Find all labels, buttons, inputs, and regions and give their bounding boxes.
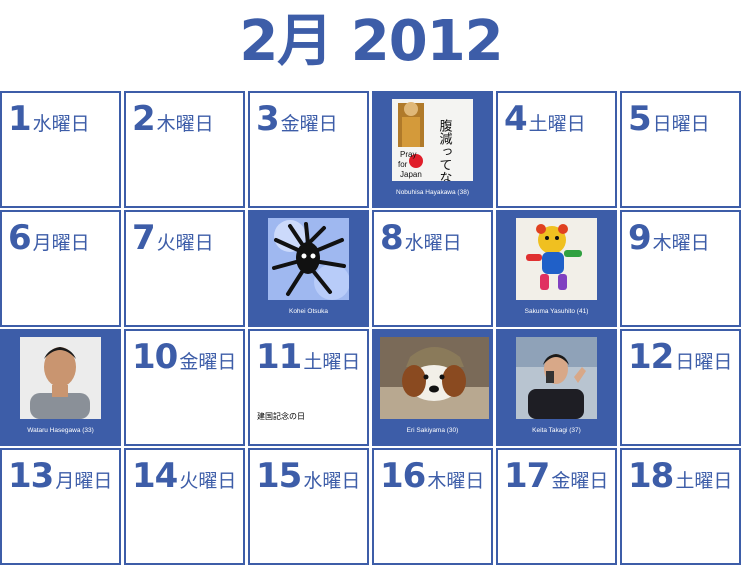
- weekday: 日曜日: [652, 113, 710, 135]
- photo-caption: Sakuma Yasuhito (41): [524, 308, 589, 315]
- day-number: 12: [628, 337, 674, 377]
- weekday: 木曜日: [156, 113, 214, 135]
- weekday: 土曜日: [675, 470, 733, 492]
- day-label: 3 金曜日: [256, 99, 338, 139]
- day-label: 10 金曜日: [132, 337, 236, 377]
- sign-text: 腹減ってないの: [437, 118, 453, 181]
- birthday-photo-cell[interactable]: Keita Takagi (37): [496, 329, 617, 446]
- day-number: 14: [132, 456, 178, 496]
- weekday: 土曜日: [303, 351, 361, 373]
- day-cell-5[interactable]: 5 日曜日: [620, 91, 741, 208]
- weekday: 水曜日: [404, 232, 462, 254]
- birthday-photo-cell[interactable]: Wataru Hasegawa (33): [0, 329, 121, 446]
- day-label: 8 水曜日: [380, 218, 462, 258]
- photo-caption: Eri Sakiyama (30): [406, 427, 459, 434]
- day-cell-12[interactable]: 12 日曜日: [620, 329, 741, 446]
- day-label: 1 水曜日: [8, 99, 90, 139]
- day-number: 16: [380, 456, 426, 496]
- day-label: 2 木曜日: [132, 99, 214, 139]
- day-cell-14[interactable]: 14 火曜日: [124, 448, 245, 565]
- bear-sticker-photo: [516, 218, 597, 300]
- day-label: 9 木曜日: [628, 218, 710, 258]
- day-number: 13: [8, 456, 54, 496]
- day-cell-17[interactable]: 17 金曜日: [496, 448, 617, 565]
- day-number: 17: [504, 456, 550, 496]
- day-label: 12 日曜日: [628, 337, 732, 377]
- day-cell-8[interactable]: 8 水曜日: [372, 210, 493, 327]
- weekday: 金曜日: [551, 470, 609, 492]
- weekday: 木曜日: [652, 232, 710, 254]
- birthday-photo-cell[interactable]: Eri Sakiyama (30): [372, 329, 493, 446]
- day-number: 9: [628, 218, 652, 258]
- day-number: 1: [8, 99, 32, 139]
- day-cell-13[interactable]: 13 月曜日: [0, 448, 121, 565]
- day-label: 5 日曜日: [628, 99, 710, 139]
- day-cell-2[interactable]: 2 木曜日: [124, 91, 245, 208]
- day-label: 17 金曜日: [504, 456, 608, 496]
- day-number: 15: [256, 456, 302, 496]
- portrait-photo: [20, 337, 101, 419]
- day-number: 8: [380, 218, 404, 258]
- weekday: 金曜日: [280, 113, 338, 135]
- sign-photo: 腹減ってないの Pray for Japan: [392, 99, 473, 181]
- day-number: 4: [504, 99, 528, 139]
- day-cell-9[interactable]: 9 木曜日: [620, 210, 741, 327]
- day-label: 4 土曜日: [504, 99, 586, 139]
- weekday: 水曜日: [32, 113, 90, 135]
- birthday-photo-cell[interactable]: Sakuma Yasuhito (41): [496, 210, 617, 327]
- day-cell-11[interactable]: 11 土曜日 建国記念の日: [248, 329, 369, 446]
- holiday-note: 建国記念の日: [257, 412, 305, 421]
- calendar-title: 2月 2012: [239, 9, 503, 74]
- svg-text:Pray: Pray: [400, 150, 416, 159]
- day-label: 13 月曜日: [8, 456, 112, 496]
- day-number: 11: [256, 337, 302, 377]
- photo-caption: Kohei Otsuka: [288, 308, 329, 315]
- portrait-photo: [516, 337, 597, 419]
- birthday-photo-cell[interactable]: Kohei Otsuka: [248, 210, 369, 327]
- weekday: 火曜日: [156, 232, 214, 254]
- day-label: 16 木曜日: [380, 456, 484, 496]
- weekday: 水曜日: [303, 470, 361, 492]
- day-cell-4[interactable]: 4 土曜日: [496, 91, 617, 208]
- svg-text:Japan: Japan: [400, 170, 422, 179]
- photo-caption: Wataru Hasegawa (33): [27, 427, 94, 434]
- sun-icon-photo: [268, 218, 349, 300]
- day-cell-10[interactable]: 10 金曜日: [124, 329, 245, 446]
- weekday: 金曜日: [179, 351, 237, 373]
- day-label: 11 土曜日: [256, 337, 360, 377]
- day-number: 2: [132, 99, 156, 139]
- weekday: 月曜日: [32, 232, 90, 254]
- birthday-photo-cell[interactable]: 腹減ってないの Pray for Japan Nobuhisa Hayakawa…: [372, 91, 493, 208]
- day-cell-3[interactable]: 3 金曜日: [248, 91, 369, 208]
- day-number: 3: [256, 99, 280, 139]
- day-label: 7 火曜日: [132, 218, 214, 258]
- day-number: 18: [628, 456, 674, 496]
- day-cell-15[interactable]: 15 水曜日: [248, 448, 369, 565]
- day-cell-6[interactable]: 6 月曜日: [0, 210, 121, 327]
- day-cell-7[interactable]: 7 火曜日: [124, 210, 245, 327]
- photo-caption: Nobuhisa Hayakawa (38): [396, 189, 469, 196]
- day-cell-18[interactable]: 18 土曜日: [620, 448, 741, 565]
- day-cell-16[interactable]: 16 木曜日: [372, 448, 493, 565]
- day-number: 6: [8, 218, 32, 258]
- day-label: 6 月曜日: [8, 218, 90, 258]
- weekday: 土曜日: [528, 113, 586, 135]
- weekday: 日曜日: [675, 351, 733, 373]
- day-number: 10: [132, 337, 178, 377]
- day-label: 14 火曜日: [132, 456, 236, 496]
- dog-photo: [380, 337, 489, 419]
- day-cell-1[interactable]: 1 水曜日: [0, 91, 121, 208]
- day-number: 7: [132, 218, 156, 258]
- day-label: 15 水曜日: [256, 456, 360, 496]
- weekday: 木曜日: [427, 470, 485, 492]
- svg-text:for: for: [398, 160, 408, 169]
- day-label: 18 土曜日: [628, 456, 732, 496]
- weekday: 月曜日: [55, 470, 113, 492]
- weekday: 火曜日: [179, 470, 237, 492]
- photo-caption: Keita Takagi (37): [532, 427, 581, 434]
- day-number: 5: [628, 99, 652, 139]
